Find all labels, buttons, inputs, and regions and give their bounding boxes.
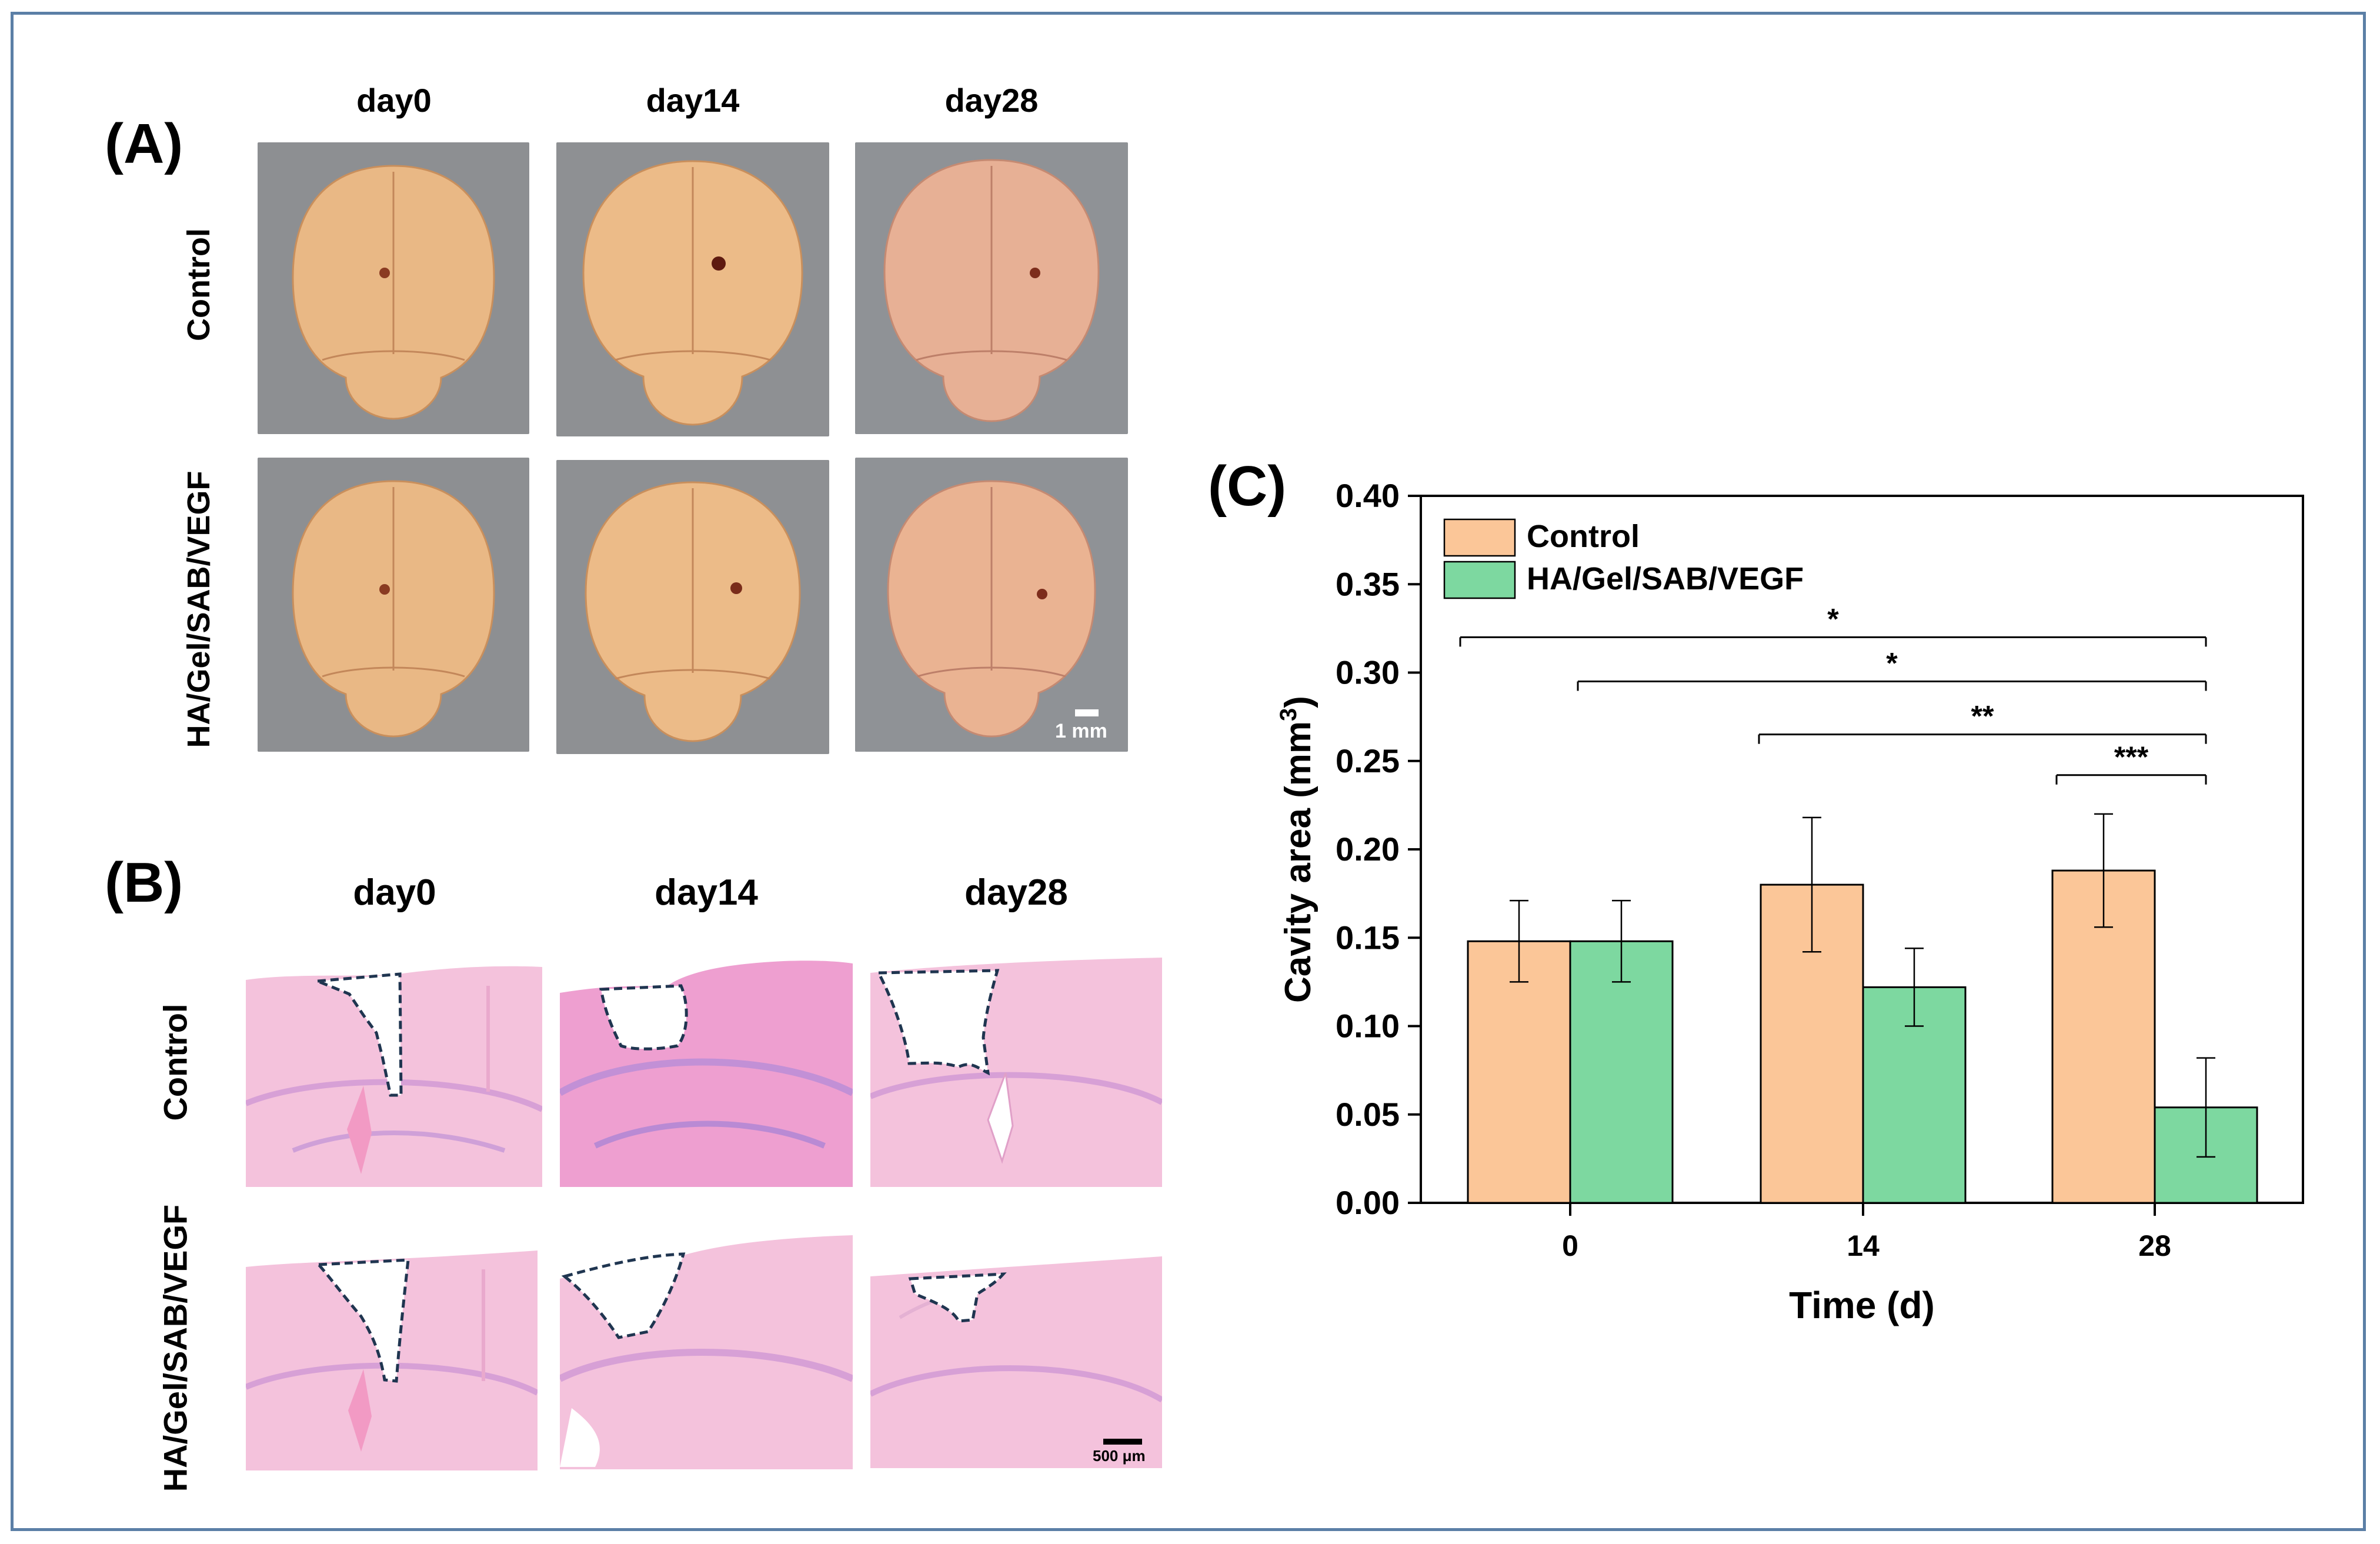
y-tick-label: 0.10 bbox=[1336, 1008, 1400, 1045]
brain-photo-treatment-day0 bbox=[258, 458, 529, 752]
brain-photo-treatment-day28: 1 mm bbox=[855, 458, 1128, 752]
x-tick-label: 0 bbox=[1562, 1229, 1578, 1262]
panel-b-col-day14: day14 bbox=[655, 872, 758, 913]
panel-a-col-day14: day14 bbox=[646, 82, 740, 119]
scale-label-1mm: 1 mm bbox=[1055, 720, 1107, 742]
significance-label: ** bbox=[1971, 700, 1994, 733]
panel-a-label: (A) bbox=[105, 112, 183, 175]
x-tick-label: 28 bbox=[2138, 1229, 2171, 1262]
significance-label: *** bbox=[2114, 741, 2149, 773]
y-tick-label: 0.30 bbox=[1336, 654, 1400, 691]
x-axis-title: Time (d) bbox=[1789, 1284, 1935, 1326]
legend-label-treatment: HA/Gel/SAB/VEGF bbox=[1527, 561, 1804, 596]
histology-treatment-day28: 500 μm bbox=[870, 1253, 1162, 1468]
legend-swatch-control bbox=[1443, 518, 1516, 557]
scale-bar-1mm bbox=[1075, 709, 1099, 716]
panel-a-col-day28: day28 bbox=[944, 82, 1039, 119]
scale-bar-500um bbox=[1103, 1439, 1142, 1445]
histology-treatment-day14 bbox=[560, 1232, 853, 1469]
histology-treatment-day0 bbox=[246, 1246, 538, 1470]
brain-photo-control-day14 bbox=[556, 142, 829, 436]
legend-swatch-treatment bbox=[1443, 561, 1516, 599]
legend-label-control: Control bbox=[1527, 519, 1640, 554]
scale-label-500um: 500 μm bbox=[1093, 1447, 1146, 1465]
y-axis-title: Cavity area (mm3) bbox=[1276, 696, 1318, 1003]
panel-b-col-day28: day28 bbox=[964, 872, 1068, 913]
y-tick-label: 0.00 bbox=[1336, 1184, 1400, 1221]
y-tick-label: 0.25 bbox=[1336, 742, 1400, 779]
histology-control-day14 bbox=[560, 952, 853, 1187]
significance-label: * bbox=[1827, 602, 1839, 635]
brain-photo-treatment-day14 bbox=[556, 460, 829, 754]
panel-b-col-day0: day0 bbox=[353, 872, 436, 913]
bar-control-day0 bbox=[1467, 940, 1571, 1204]
y-tick-label: 0.40 bbox=[1336, 477, 1400, 514]
histology-control-day0 bbox=[246, 956, 542, 1187]
y-tick-label: 0.15 bbox=[1336, 919, 1400, 956]
panel-c-label: (C) bbox=[1208, 455, 1287, 518]
histology-control-day28 bbox=[870, 949, 1162, 1187]
brain-photo-control-day28 bbox=[855, 142, 1128, 434]
panel-a-col-day0: day0 bbox=[356, 82, 432, 119]
y-tick-label: 0.20 bbox=[1336, 831, 1400, 868]
panel-b-label: (B) bbox=[105, 851, 183, 914]
significance-label: * bbox=[1886, 647, 1898, 680]
bar-treatment-day0 bbox=[1569, 940, 1674, 1204]
y-tick-label: 0.05 bbox=[1336, 1096, 1400, 1133]
x-tick-label: 14 bbox=[1847, 1229, 1880, 1262]
y-tick-label: 0.35 bbox=[1336, 565, 1400, 602]
brain-photo-control-day0 bbox=[258, 142, 529, 434]
